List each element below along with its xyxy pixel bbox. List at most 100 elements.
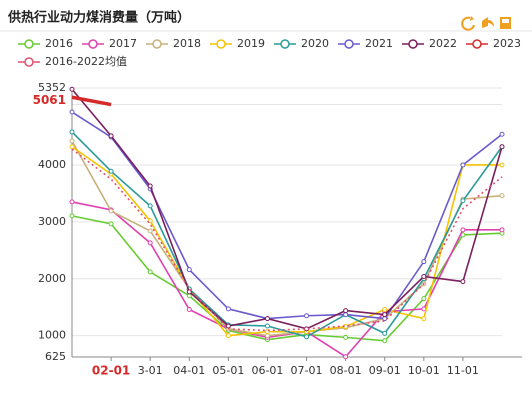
y-tick-label: 1000 [38,329,66,342]
point [382,330,388,336]
point [225,323,231,329]
x-tick-label: 04-01 [173,364,205,377]
point [499,144,505,150]
legend-marker [88,39,98,49]
legend-marker [24,39,34,49]
point [421,316,427,322]
point [69,199,75,205]
point [304,334,310,340]
point [343,354,349,360]
point [460,162,466,168]
point [382,312,388,318]
point [108,221,114,227]
point [69,129,75,135]
y-tick-label: 5352 [38,81,66,94]
y-tick-label: 3000 [38,215,66,228]
series-line [71,95,112,107]
point [186,293,192,299]
legend-marker [344,39,354,49]
x-tick-label: 05-01 [212,364,244,377]
legend-label: 2022 [429,37,457,50]
point [343,312,349,318]
x-tick-label: 06-01 [251,364,283,377]
legend-item[interactable]: 2020 [274,37,329,50]
point [304,313,310,319]
point [343,308,349,314]
point [147,240,153,246]
point [69,144,75,150]
point [460,198,466,204]
x-tick-label: 08-01 [330,364,362,377]
point [147,228,153,234]
point [147,269,153,275]
point [460,227,466,233]
legend-label: 2016 [45,37,73,50]
toolbox[interactable] [461,16,511,31]
x-tick-label: 07-01 [291,364,323,377]
legend-label: 2018 [173,37,201,50]
point [69,213,75,219]
x-tick-label: 02-01 [92,364,130,378]
series-line [71,148,503,332]
point [108,168,114,174]
point [69,109,75,115]
point [186,267,192,273]
x-tick-label: 11-01 [447,364,479,377]
chart-title: 供热行业动力煤消费量（万吨） [7,10,190,26]
legend-item[interactable]: 2018 [146,37,201,50]
point [108,208,114,214]
legend-item[interactable]: 2017 [82,37,137,50]
point [147,203,153,209]
x-tick-label: 3-01 [138,364,163,377]
legend-label: 2016-2022均值 [45,55,127,68]
point [186,306,192,312]
point [264,316,270,322]
point [499,131,505,137]
point [421,259,427,265]
y-tick-label: 2000 [38,272,66,285]
legend-marker [216,39,226,49]
y-tick-label: 4000 [38,158,66,171]
point [69,86,75,92]
legend-marker [408,39,418,49]
point [225,333,231,339]
point [147,183,153,189]
point [343,334,349,340]
point [382,306,388,312]
y-tick-label: 625 [45,350,66,363]
series-line [71,146,502,337]
point [460,279,466,285]
point [264,333,270,339]
x-tick-label: 09-01 [369,364,401,377]
legend-item[interactable]: 2023 [466,37,521,50]
series-line [71,131,503,338]
legend-label: 2020 [301,37,329,50]
point [225,306,231,312]
series-line [71,111,503,320]
x-tick-label: 10-01 [408,364,440,377]
point [382,316,388,322]
legend-item[interactable]: 2021 [338,37,393,50]
series-line [71,88,503,330]
legend-item[interactable]: 2016 [18,37,73,50]
point [421,273,427,279]
legend-label: 2019 [237,37,265,50]
series-line [71,215,503,342]
legend-item[interactable]: 2022 [402,37,457,50]
point [264,323,270,329]
legend-marker [152,39,162,49]
legend-label: 2023 [493,37,521,50]
legend-item[interactable]: 2019 [210,37,265,50]
legend-marker [24,57,34,67]
legend-label: 2017 [109,37,137,50]
legend-item[interactable]: 2016-2022均值 [18,55,127,68]
legend-marker [472,39,482,49]
y-tick-label: 5061 [33,93,66,107]
point [69,138,75,144]
point [382,338,388,344]
legend-marker [280,39,290,49]
point [421,296,427,302]
point [499,227,505,233]
legend-label: 2021 [365,37,393,50]
